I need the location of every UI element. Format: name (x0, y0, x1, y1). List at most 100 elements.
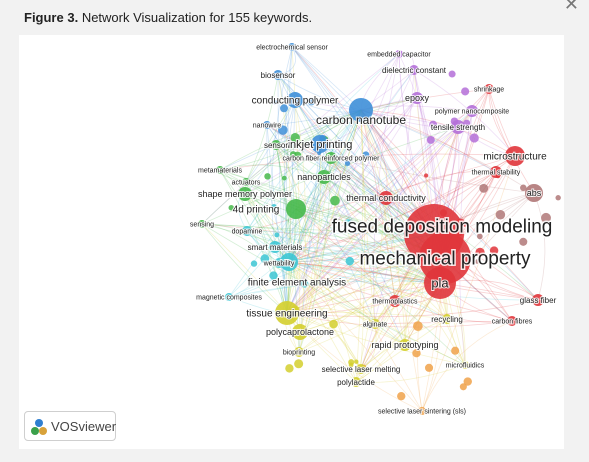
keyword-node[interactable] (286, 199, 306, 219)
keyword-node[interactable] (287, 92, 303, 108)
edge (288, 88, 490, 263)
keyword-node[interactable] (292, 324, 308, 340)
keyword-label[interactable]: alginate (362, 320, 389, 329)
keyword-node[interactable] (238, 187, 252, 201)
keyword-label[interactable]: epoxy (404, 92, 431, 104)
edge (385, 110, 473, 199)
keyword-label[interactable]: dielectric constant (381, 65, 448, 76)
keyword-label[interactable]: shrinkage (473, 85, 505, 94)
keyword-node[interactable] (271, 140, 281, 150)
keyword-node[interactable] (525, 184, 543, 202)
keyword-node[interactable] (356, 364, 366, 374)
keyword-label[interactable]: shape memory polymer (197, 188, 293, 200)
keyword-label[interactable]: 4d printing (232, 204, 281, 217)
keyword-node[interactable] (351, 377, 361, 387)
keyword-label[interactable]: wettability (262, 259, 296, 268)
keyword-label[interactable]: biosensor (260, 70, 297, 81)
keyword-node[interactable] (379, 191, 393, 205)
keyword-node[interactable] (225, 293, 233, 301)
edge (288, 261, 539, 301)
keyword-node[interactable] (418, 407, 426, 415)
keyword-node[interactable] (317, 170, 331, 184)
keyword-label[interactable]: recycling (430, 314, 464, 325)
keyword-label[interactable]: embedded capacitor (366, 50, 432, 59)
keyword-node[interactable] (263, 121, 271, 129)
keyword-label[interactable]: thermoplastics (371, 297, 419, 306)
minor-keyword-node (426, 135, 435, 144)
keyword-node[interactable] (280, 253, 298, 271)
edge (286, 197, 387, 314)
keyword-label[interactable]: pla (430, 275, 450, 292)
keyword-label[interactable]: abs (526, 187, 543, 199)
keyword-label[interactable]: dopamine (231, 227, 264, 236)
keyword-node[interactable] (532, 294, 544, 306)
keyword-label[interactable]: carbon nanotube (315, 112, 407, 128)
keyword-label[interactable]: finite element analysis (247, 277, 347, 290)
keyword-label[interactable]: tissue engineering (245, 308, 328, 321)
keyword-label[interactable]: microstructure (482, 151, 548, 164)
keyword-node[interactable] (242, 178, 250, 186)
keyword-label[interactable]: smart materials (247, 242, 304, 253)
keyword-label[interactable]: carbon fibres (491, 317, 534, 326)
keyword-label[interactable]: polymer nanocomposite (434, 107, 510, 116)
keyword-label[interactable]: tensile strength (430, 122, 486, 133)
keyword-node[interactable] (484, 84, 494, 94)
keyword-label[interactable]: thermal stability (471, 168, 522, 177)
keyword-node[interactable] (370, 319, 380, 329)
keyword-label[interactable]: actuators (231, 178, 262, 187)
keyword-node[interactable] (294, 347, 304, 357)
keyword-label[interactable]: sensing (189, 220, 215, 229)
keyword-node[interactable] (269, 241, 281, 253)
keyword-label[interactable]: rapid prototyping (370, 339, 439, 351)
keyword-label[interactable]: bioprinting (282, 348, 316, 357)
keyword-node[interactable] (325, 152, 337, 164)
keyword-label[interactable]: thermal conductivity (345, 192, 427, 204)
keyword-node[interactable] (349, 98, 373, 122)
keyword-label[interactable]: nanowire (252, 121, 283, 130)
keyword-label[interactable]: glass fiber (519, 295, 558, 306)
keyword-label[interactable]: mechanical property (358, 247, 533, 271)
keyword-node[interactable] (399, 339, 411, 351)
keyword-label[interactable]: carbon fiber reinforced polymer (282, 154, 382, 163)
keyword-label[interactable]: magnetic composites (195, 293, 263, 302)
keyword-node[interactable] (395, 50, 403, 58)
keyword-node[interactable] (505, 146, 525, 166)
keyword-label[interactable]: electrochemical sensor (255, 43, 329, 52)
edge (244, 97, 418, 195)
keyword-label[interactable]: fused deposition modeling (330, 215, 554, 239)
edge (360, 109, 535, 194)
edge (323, 176, 406, 346)
keyword-node[interactable] (242, 226, 252, 236)
keyword-label[interactable]: microfluidics (445, 361, 486, 370)
keyword-label[interactable]: conducting polymer (251, 95, 340, 108)
keyword-node[interactable] (389, 295, 401, 307)
keyword-node[interactable] (466, 105, 478, 117)
keyword-node[interactable] (507, 316, 517, 326)
keyword-label[interactable]: polylactide (336, 377, 376, 388)
keyword-node[interactable] (451, 120, 465, 134)
keyword-label[interactable]: inkjet printing (287, 138, 354, 152)
keyword-label[interactable]: polycaprolactone (265, 326, 335, 338)
keyword-label[interactable]: metamaterials (197, 166, 243, 175)
keyword-node[interactable] (442, 314, 452, 324)
figure-title: Network Visualization for 155 keywords. (81, 10, 313, 25)
keyword-label[interactable]: sensor (263, 140, 289, 151)
keyword-node[interactable] (490, 166, 502, 178)
keyword-node[interactable] (275, 301, 299, 325)
keyword-node[interactable] (411, 92, 423, 104)
keyword-label[interactable]: selective laser sintering (sls) (377, 407, 467, 416)
keyword-node[interactable] (424, 267, 456, 299)
edge (277, 74, 325, 178)
keyword-node[interactable] (216, 166, 224, 174)
keyword-node[interactable] (461, 361, 469, 369)
keyword-node[interactable] (273, 70, 283, 80)
keyword-node[interactable] (198, 220, 206, 228)
close-icon[interactable]: ✕ (563, 0, 579, 15)
keyword-node[interactable] (409, 65, 419, 75)
keyword-node[interactable] (311, 135, 329, 153)
keyword-node[interactable] (288, 43, 296, 51)
keyword-label[interactable]: selective laser melting (321, 364, 402, 375)
keyword-label[interactable]: nanoparticles (296, 171, 352, 183)
minor-keyword-node (424, 363, 434, 372)
edge (355, 197, 387, 383)
